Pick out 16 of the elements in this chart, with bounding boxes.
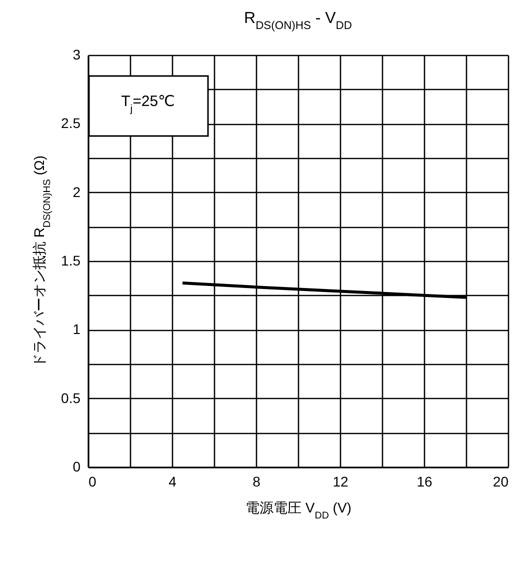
x-tick-label: 12 [332,474,348,490]
y-tick-label: 0.5 [61,390,81,406]
x-tick-label: 16 [416,474,432,490]
x-tick-label: 8 [252,474,261,490]
y-tick-label: 3 [72,46,81,62]
y-tick-label: 1.5 [61,252,81,268]
x-tick-label: 4 [168,474,177,490]
annotation: T$_{j}$=25℃ [121,93,175,115]
x-tick-label: 20 [492,474,509,490]
y-tick-label: 0 [72,458,81,474]
y-tick-label: 1 [72,321,81,338]
y-tick-label: 2.5 [61,115,81,132]
x-axis-title: 電源電圧 V$_{DD}$ (V) [246,500,352,521]
chart-title: R$_{DS(ON)HS}$ - V$_{DD}$ [244,10,352,32]
y-tick-label: 2 [72,184,81,200]
x-tick-label: 0 [88,474,96,490]
